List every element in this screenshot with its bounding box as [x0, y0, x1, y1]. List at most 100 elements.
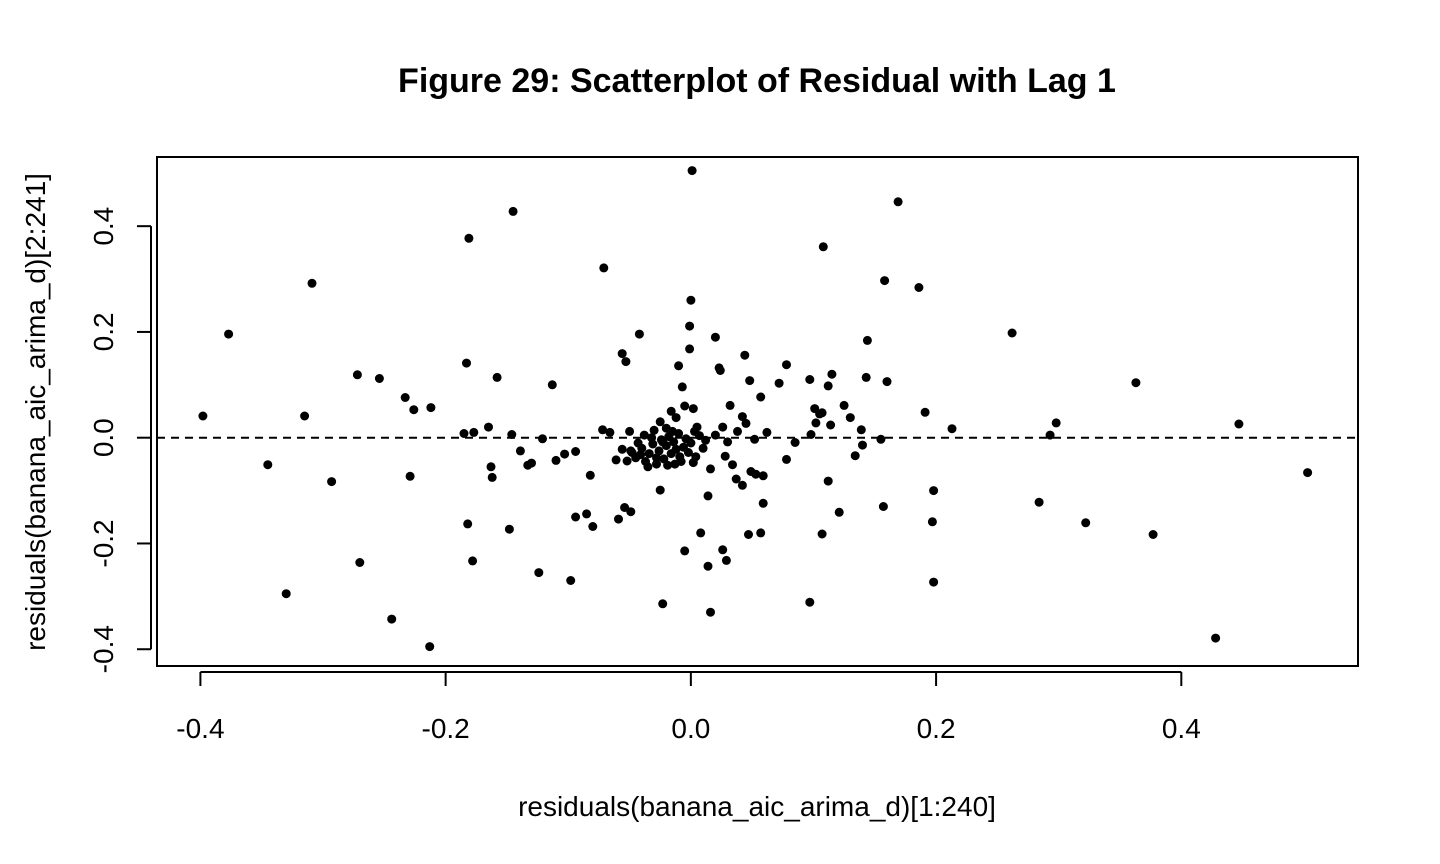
data-point-68 — [762, 427, 772, 437]
data-point-104 — [614, 514, 623, 524]
data-point-10 — [224, 329, 234, 339]
data-point-1 — [893, 197, 903, 207]
data-point-73 — [486, 462, 496, 472]
data-point-137 — [355, 558, 365, 567]
data-point-67 — [625, 426, 635, 436]
data-point-85 — [720, 451, 730, 461]
data-point-108 — [655, 485, 665, 495]
data-point-92 — [782, 454, 791, 464]
data-point-90 — [737, 480, 747, 490]
data-point-77 — [551, 455, 561, 465]
x-axis-label: residuals(banana_aic_arima_d)[1:240] — [518, 791, 996, 822]
data-point-81 — [538, 434, 547, 444]
data-point-94 — [806, 430, 816, 439]
data-point-13 — [710, 332, 720, 342]
data-point-38 — [756, 392, 766, 402]
data-point-174 — [643, 462, 653, 472]
data-point-51 — [737, 412, 747, 422]
data-point-16 — [685, 344, 695, 354]
data-point-70 — [263, 460, 273, 470]
data-point-89 — [751, 469, 761, 479]
data-point-47 — [920, 407, 930, 417]
data-points — [198, 166, 1313, 652]
data-point-122 — [834, 507, 844, 517]
data-point-97 — [858, 440, 867, 450]
data-point-17 — [617, 349, 627, 359]
data-point-173 — [622, 456, 632, 466]
data-point-177 — [675, 452, 685, 462]
plot-frame — [156, 156, 1359, 667]
data-point-91 — [758, 471, 768, 481]
data-point-7 — [880, 276, 890, 286]
y-tick-label-2: 0.0 — [88, 418, 119, 457]
data-point-128 — [1081, 518, 1091, 528]
data-point-20 — [462, 358, 471, 368]
data-point-138 — [281, 589, 291, 599]
data-point-19 — [621, 357, 631, 367]
data-point-82 — [560, 449, 570, 459]
data-point-147 — [654, 446, 664, 456]
data-point-189 — [750, 434, 760, 444]
data-point-178 — [690, 426, 699, 436]
data-point-24 — [715, 366, 725, 375]
data-point-112 — [718, 545, 728, 555]
data-point-160 — [686, 438, 696, 448]
data-point-64 — [507, 430, 517, 439]
data-point-146 — [652, 459, 661, 469]
data-point-181 — [658, 437, 668, 447]
y-tick-label-0: -0.4 — [88, 625, 119, 673]
data-point-66 — [605, 427, 615, 437]
data-point-114 — [706, 607, 715, 617]
y-tick-label-3: 0.2 — [88, 312, 119, 351]
data-point-107 — [571, 512, 581, 522]
data-point-179 — [701, 435, 711, 445]
data-point-171 — [633, 438, 643, 448]
data-point-12 — [1007, 328, 1017, 338]
x-axis: -0.4 -0.2 0.0 0.2 0.4 — [176, 671, 1201, 744]
data-point-74 — [487, 472, 497, 482]
data-point-93 — [790, 438, 800, 447]
data-point-167 — [671, 413, 681, 423]
data-point-11 — [634, 329, 644, 339]
data-point-175 — [652, 453, 661, 463]
data-point-131 — [1211, 633, 1221, 643]
data-point-55 — [826, 420, 836, 430]
data-point-46 — [845, 413, 855, 423]
x-tick-label-1: -0.2 — [422, 713, 470, 744]
data-point-99 — [617, 444, 627, 454]
data-point-87 — [731, 474, 741, 484]
data-point-165 — [655, 417, 665, 427]
data-point-116 — [696, 528, 706, 538]
data-point-168 — [680, 401, 690, 411]
data-point-58 — [1051, 418, 1061, 428]
data-point-48 — [688, 404, 698, 414]
data-point-33 — [1131, 378, 1141, 388]
data-point-54 — [741, 418, 751, 428]
data-point-57 — [856, 425, 866, 435]
data-point-159 — [683, 448, 693, 457]
data-point-98 — [823, 476, 833, 486]
y-tick-label-4: 0.4 — [88, 207, 119, 246]
data-point-29 — [492, 372, 502, 382]
data-point-119 — [758, 498, 768, 508]
data-point-163 — [698, 443, 708, 453]
data-point-111 — [703, 561, 713, 571]
data-point-14 — [862, 335, 872, 345]
data-point-39 — [400, 393, 410, 402]
data-point-42 — [426, 403, 436, 413]
data-point-183 — [636, 450, 646, 460]
data-point-61 — [484, 422, 493, 432]
data-point-37 — [677, 382, 687, 392]
data-point-130 — [1303, 468, 1313, 478]
data-point-60 — [1045, 430, 1055, 440]
data-point-136 — [468, 556, 478, 566]
data-point-34 — [805, 375, 815, 384]
data-point-186 — [718, 422, 728, 432]
data-point-140 — [425, 642, 435, 652]
y-tick-label-1: -0.2 — [88, 519, 119, 567]
data-point-35 — [547, 380, 557, 390]
data-point-101 — [611, 455, 621, 465]
chart-title: Figure 29: Scatterplot of Residual with … — [398, 62, 1116, 100]
data-point-95 — [876, 434, 886, 444]
